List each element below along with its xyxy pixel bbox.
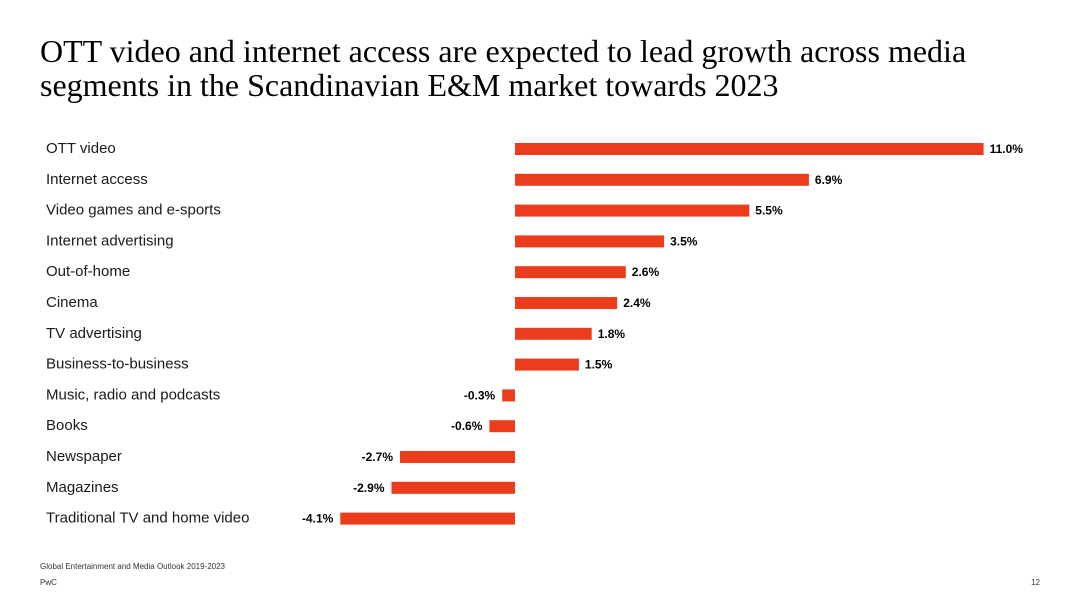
category-label-newspaper: Newspaper bbox=[46, 448, 122, 465]
category-label-video-games-and-e-sports: Video games and e-sports bbox=[46, 202, 221, 219]
bar-magazines bbox=[391, 481, 515, 494]
bar-tv-advertising bbox=[515, 327, 592, 340]
value-label-music-radio-and-podcasts: -0.3% bbox=[464, 388, 496, 402]
category-label-business-to-business: Business-to-business bbox=[46, 356, 189, 373]
value-label-out-of-home: 2.6% bbox=[632, 265, 660, 279]
category-label-ott-video: OTT video bbox=[46, 140, 116, 157]
category-label-cinema: Cinema bbox=[46, 294, 98, 311]
category-label-out-of-home: Out-of-home bbox=[46, 263, 130, 280]
category-label-traditional-tv-and-home-video: Traditional TV and home video bbox=[46, 510, 249, 527]
bar-internet-advertising bbox=[515, 235, 665, 248]
value-label-newspaper: -2.7% bbox=[362, 450, 394, 464]
category-label-tv-advertising: TV advertising bbox=[46, 325, 142, 342]
bar-video-games-and-e-sports bbox=[515, 204, 750, 217]
slide-title: OTT video and internet access are expect… bbox=[40, 33, 967, 103]
bar-internet-access bbox=[515, 173, 809, 186]
bar-newspaper bbox=[400, 451, 515, 463]
value-label-internet-advertising: 3.5% bbox=[670, 234, 698, 248]
category-labels: OTT video Internet access Video games and … bbox=[46, 140, 249, 527]
bar-music-radio-and-podcasts bbox=[502, 389, 515, 402]
value-label-tv-advertising: 1.8% bbox=[598, 327, 626, 341]
category-label-internet-access: Internet access bbox=[46, 171, 148, 188]
bar-out-of-home bbox=[515, 266, 626, 279]
value-labels: 11.0% 6.9% 5.5% 3.5% 2.6% 2.4% 1.8% 1.5% -0.3% -0… bbox=[302, 142, 1023, 526]
category-label-music-radio-and-podcasts: Music, radio and podcasts bbox=[46, 386, 220, 403]
page-number: 12 bbox=[1031, 578, 1040, 587]
bar-ott-video bbox=[515, 143, 984, 155]
bar-business-to-business bbox=[515, 358, 579, 371]
category-label-magazines: Magazines bbox=[46, 479, 119, 496]
bar-books bbox=[489, 420, 515, 433]
value-label-ott-video: 11.0% bbox=[990, 142, 1024, 156]
category-label-books: Books bbox=[46, 417, 88, 434]
value-label-business-to-business: 1.5% bbox=[585, 358, 613, 372]
value-label-magazines: -2.9% bbox=[353, 481, 385, 495]
source-note: Global Entertainment and Media Outlook 2… bbox=[40, 562, 226, 571]
value-label-video-games-and-e-sports: 5.5% bbox=[755, 204, 783, 218]
bar-cinema bbox=[515, 297, 618, 309]
value-label-traditional-tv-and-home-video: -4.1% bbox=[302, 512, 334, 526]
value-label-cinema: 2.4% bbox=[623, 296, 651, 310]
bar-traditional-tv-and-home-video bbox=[340, 512, 515, 525]
category-label-internet-advertising: Internet advertising bbox=[46, 232, 174, 249]
brand-label: PwC bbox=[40, 578, 57, 587]
value-label-internet-access: 6.9% bbox=[815, 173, 843, 187]
value-label-books: -0.6% bbox=[451, 419, 483, 433]
bars bbox=[340, 143, 984, 525]
